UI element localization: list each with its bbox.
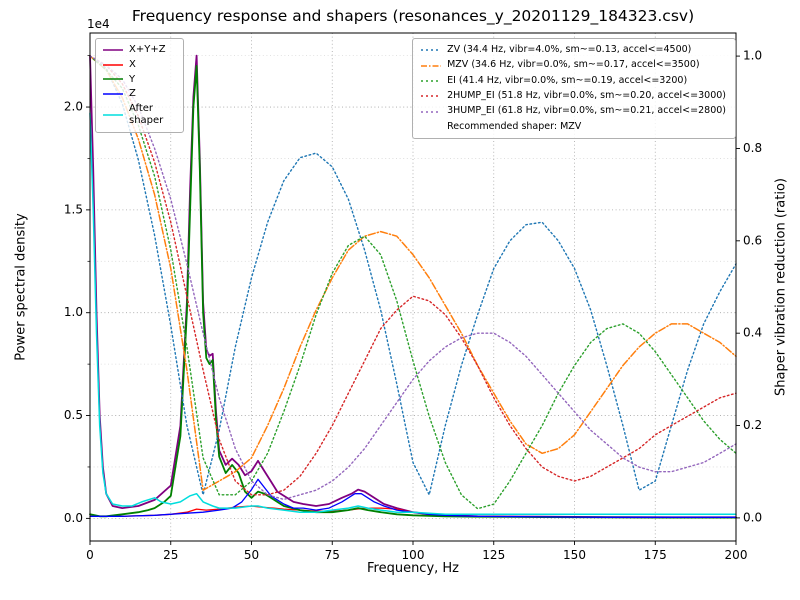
legend-swatch-solid [103,49,123,51]
x-tick-label: 0 [86,548,94,562]
legend-item: MZV (34.6 Hz, vibr=0.0%, sm~=0.17, accel… [420,59,726,72]
y-right-tick-label: 1.0 [743,49,762,63]
legend-swatch-dashdot [421,64,442,67]
series-after-shaper [89,112,737,516]
legend-item: ZV (34.4 Hz, vibr=4.0%, sm~=0.13, accel<… [420,44,726,57]
legend-item-label: MZV (34.6 Hz, vibr=0.0%, sm~=0.17, accel… [447,59,700,71]
x-tick-label: 200 [725,548,748,562]
y-right-tick-label: 0.2 [743,418,762,432]
legend-item-label: Y [129,73,136,85]
legend-swatch-dotted [421,80,442,82]
legend-item-label: X [129,58,136,70]
series-z [89,478,737,518]
y-left-tick-label: 2.0 [64,100,83,114]
y-right-tick-label: 0.6 [743,233,762,247]
y-right-tick-label: 0.0 [743,510,762,524]
legend-swatch-solid [103,93,123,96]
legend-item: Z [102,88,175,100]
y-left-tick-label: 1.5 [64,202,83,216]
legend-recommended-note: Recommended shaper: MZV [447,120,582,132]
x-tick-label: 50 [244,548,259,562]
legend-psd: X+Y+Z X Y Z After shaper [95,38,184,133]
x-tick-label: 100 [402,548,425,562]
series-mzv-34-6-hz-vibr-0-0-sm-0-17-accel-3500 [89,55,737,491]
legend-swatch-solid [103,78,123,81]
series-ei-41-4-hz-vibr-0-0-sm-0-19-accel-3200 [89,55,737,510]
x-axis-label: Frequency, Hz [366,561,460,576]
x-tick-label: 75 [325,548,340,562]
legend-item: After shaper [102,103,175,127]
legend-swatch-dotted [421,110,442,113]
legend-item-label: EI (41.4 Hz, vibr=0.0%, sm~=0.19, accel<… [447,74,688,86]
series-3hump-ei-61-8-hz-vibr-0-0-sm-0-21-accel-2800 [89,55,737,501]
legend-swatch-dotted [421,49,442,52]
legend-item-label: 2HUMP_EI (51.8 Hz, vibr=0.0%, sm~=0.20, … [447,89,726,101]
x-tick-label: 150 [563,548,586,562]
legend-swatch-dotted [421,95,442,98]
legend-item: 2HUMP_EI (51.8 Hz, vibr=0.0%, sm~=0.20, … [420,90,726,103]
legend-item: X+Y+Z [102,44,175,56]
chart-title: Frequency response and shapers (resonanc… [131,7,695,25]
y-left-tick-label: 0.5 [64,408,83,422]
legend-swatch-solid [103,114,123,116]
legend-item: Y [102,74,175,86]
x-tick-label: 25 [163,548,178,562]
legend-item-label: 3HUMP_EI (61.8 Hz, vibr=0.0%, sm~=0.21, … [447,105,726,117]
y-right-tick-label: 0.8 [743,141,762,155]
y-axis-offset-text: 1e4 [87,17,110,31]
series-y [89,65,737,519]
legend-shapers: ZV (34.4 Hz, vibr=4.0%, sm~=0.13, accel<… [412,38,736,140]
legend-item-label: X+Y+Z [129,44,166,55]
legend-item: X [102,59,175,71]
y-axis-label-left: Power spectral density [13,213,29,361]
y-axis-label-right: Shaper vibration reduction (ratio) [773,178,789,396]
legend-swatch-solid [103,63,123,66]
legend-item-label: ZV (34.4 Hz, vibr=4.0%, sm~=0.13, accel<… [447,44,692,55]
legend-item: EI (41.4 Hz, vibr=0.0%, sm~=0.19, accel<… [420,75,726,88]
y-right-tick-label: 0.4 [743,326,762,340]
y-left-tick-label: 0.0 [64,511,83,525]
series-x-y-z [89,54,737,519]
legend-item-label: Z [129,88,136,100]
x-tick-label: 175 [644,548,667,562]
series-2hump-ei-51-8-hz-vibr-0-0-sm-0-20-accel-3000 [89,55,737,496]
series-zv-34-4-hz-vibr-4-0-sm-0-13-accel-4500 [89,55,737,496]
x-tick-label: 125 [482,548,505,562]
legend-item: 3HUMP_EI (61.8 Hz, vibr=0.0%, sm~=0.21, … [420,105,726,118]
y-left-tick-label: 1.0 [64,305,83,319]
legend-item-label: After shaper [129,103,164,126]
